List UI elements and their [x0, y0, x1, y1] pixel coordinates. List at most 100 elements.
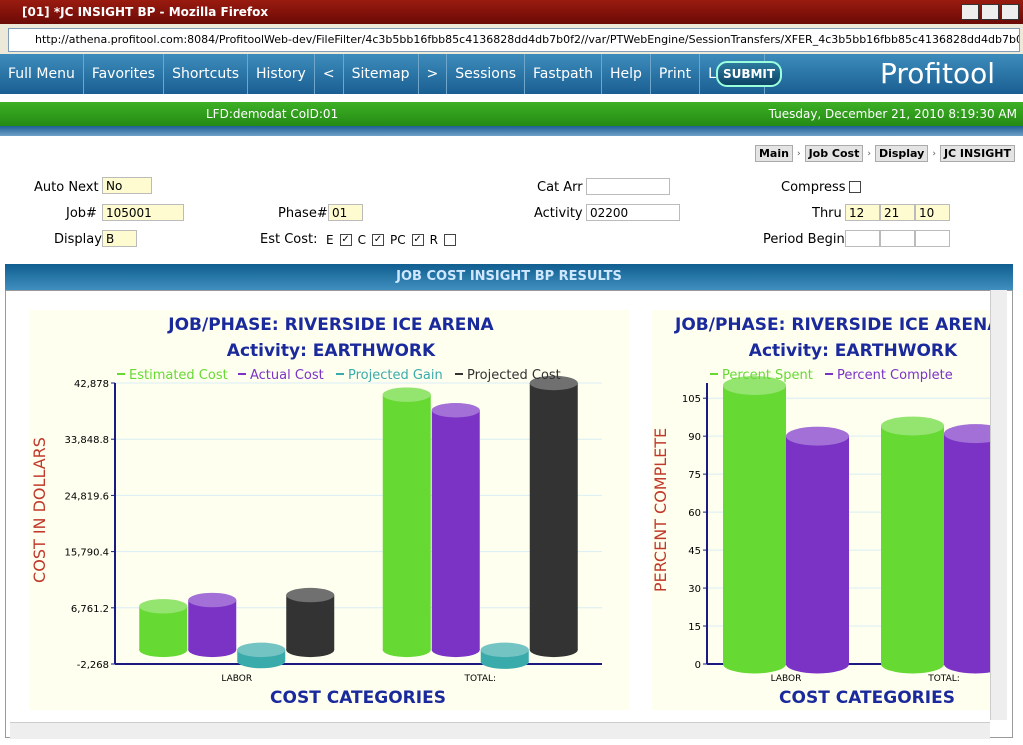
- cat-arr-input[interactable]: [586, 178, 670, 195]
- status-bar: LFD:demodat CoID:01 Tuesday, December 21…: [0, 102, 1023, 126]
- menu-item[interactable]: Sitemap: [344, 54, 419, 94]
- cylinder-highlight: [431, 403, 480, 418]
- date-input[interactable]: [880, 230, 915, 247]
- breadcrumb: Main › Job Cost › Display › JC INSIGHT: [754, 145, 1015, 162]
- form-label: Auto Next: [34, 180, 99, 195]
- y-tick-label: 0: [695, 660, 701, 671]
- menu-item[interactable]: Favorites: [84, 54, 165, 94]
- form-label: Period Begin: [763, 232, 845, 247]
- horizontal-scrollbar[interactable]: [10, 722, 990, 739]
- menu-item[interactable]: <: [315, 54, 344, 94]
- menu-item[interactable]: Help: [602, 54, 651, 94]
- bar: [286, 595, 335, 650]
- option-label: C: [357, 233, 366, 247]
- x-axis-title: COST CATEGORIES: [779, 688, 955, 708]
- y-tick-label: 30: [688, 584, 701, 595]
- display-input[interactable]: B: [102, 230, 137, 247]
- cylinder-highlight: [286, 587, 335, 603]
- menu-item[interactable]: Shortcuts: [164, 54, 249, 94]
- bar: [529, 383, 578, 650]
- form-label: Cat Arr: [537, 180, 583, 195]
- cylinder-top: [286, 587, 335, 603]
- cylinder-highlight: [237, 642, 286, 658]
- window-controls: [961, 4, 1019, 20]
- bar: [382, 394, 431, 650]
- legend-label: Percent Spent: [722, 368, 813, 383]
- y-tick-label: 60: [688, 508, 701, 519]
- cylinder-top: [786, 426, 849, 446]
- option-label: E: [326, 233, 334, 247]
- breadcrumb-item[interactable]: Display: [874, 145, 929, 162]
- separator: ›: [796, 148, 801, 159]
- compress-checkbox[interactable]: [849, 181, 861, 193]
- minimize-button[interactable]: [961, 4, 979, 20]
- bar: [139, 606, 188, 650]
- breadcrumb-item[interactable]: Main: [754, 145, 793, 162]
- cylinder-top: [480, 642, 529, 658]
- datetime: Tuesday, December 21, 2010 8:19:30 AM: [768, 107, 1017, 121]
- y-tick-label: 90: [688, 432, 701, 443]
- bar: [786, 436, 849, 664]
- checkbox[interactable]: ✓: [411, 234, 424, 246]
- chart-subtitle: Activity: EARTHWORK: [749, 341, 958, 361]
- company-info: LFD:demodat CoID:01: [206, 107, 339, 121]
- x-tick-label: TOTAL:: [927, 674, 960, 684]
- form-label: Est Cost:: [260, 232, 318, 247]
- cylinder-top: [188, 592, 237, 608]
- menu-item[interactable]: Print: [651, 54, 701, 94]
- x-tick-label: LABOR: [771, 674, 802, 684]
- auto-next-select[interactable]: No: [102, 177, 152, 194]
- menu-item[interactable]: Sessions: [447, 54, 525, 94]
- maximize-button[interactable]: [981, 4, 999, 20]
- cylinder-highlight: [188, 592, 237, 608]
- x-tick-label: TOTAL:: [463, 674, 496, 684]
- legend-label: Projected Cost: [467, 368, 561, 383]
- breadcrumb-item[interactable]: Job Cost: [804, 145, 864, 162]
- breadcrumb-item[interactable]: JC INSIGHT: [939, 145, 1015, 162]
- submit-button[interactable]: SUBMIT: [716, 61, 782, 87]
- cylinder-highlight: [529, 375, 578, 391]
- cylinder-top: [529, 375, 578, 391]
- date-input[interactable]: 21: [880, 204, 915, 221]
- phase-input[interactable]: 01: [328, 204, 363, 221]
- chart-title: JOB/PHASE: RIVERSIDE ICE ARENA: [167, 315, 494, 335]
- cylinder-top: [237, 642, 286, 658]
- menu-item[interactable]: History: [248, 54, 315, 94]
- separator: ›: [867, 148, 871, 159]
- menu-item[interactable]: >: [419, 54, 448, 94]
- y-axis-title: PERCENT COMPLETE: [651, 428, 670, 592]
- y-tick-label: 42,878: [74, 379, 109, 390]
- activity-input[interactable]: 02200: [586, 204, 680, 221]
- url-text: http://athena.profitool.com:8084/Profito…: [35, 33, 1020, 46]
- job-input[interactable]: 105001: [102, 204, 184, 221]
- separator: ›: [932, 148, 936, 159]
- window-titlebar: [01] *JC INSIGHT BP - Mozilla Firefox: [0, 0, 1023, 24]
- y-tick-label: 6,761.2: [71, 604, 109, 615]
- divider-bar: [0, 126, 1023, 136]
- chart: JOB/PHASE: RIVERSIDE ICE ARENA Activity: …: [30, 315, 602, 708]
- date-input[interactable]: 10: [915, 204, 950, 221]
- checkbox[interactable]: [443, 234, 456, 246]
- menu-item[interactable]: Fastpath: [525, 54, 602, 94]
- window-title: [01] *JC INSIGHT BP - Mozilla Firefox: [22, 5, 269, 19]
- menu-item[interactable]: Full Menu: [0, 54, 84, 94]
- date-input[interactable]: 12: [845, 204, 880, 221]
- period-begin-inputs: [845, 230, 950, 247]
- bar: [723, 385, 786, 664]
- date-input[interactable]: [845, 230, 880, 247]
- bar: [431, 410, 480, 650]
- y-tick-label: 33,848.8: [64, 435, 109, 446]
- url-input[interactable]: http://athena.profitool.com:8084/Profito…: [8, 28, 1020, 52]
- y-tick-label: -2,268: [77, 660, 109, 671]
- checkbox[interactable]: ✓: [339, 234, 352, 246]
- close-button[interactable]: [1001, 4, 1019, 20]
- checkbox[interactable]: ✓: [371, 234, 384, 246]
- cylinder-top: [881, 416, 944, 436]
- bar: [881, 426, 944, 664]
- legend-label: Projected Gain: [348, 368, 443, 383]
- cylinder-top: [431, 403, 480, 418]
- vertical-scrollbar[interactable]: [990, 290, 1007, 720]
- date-input[interactable]: [915, 230, 950, 247]
- cylinder-top: [723, 376, 786, 395]
